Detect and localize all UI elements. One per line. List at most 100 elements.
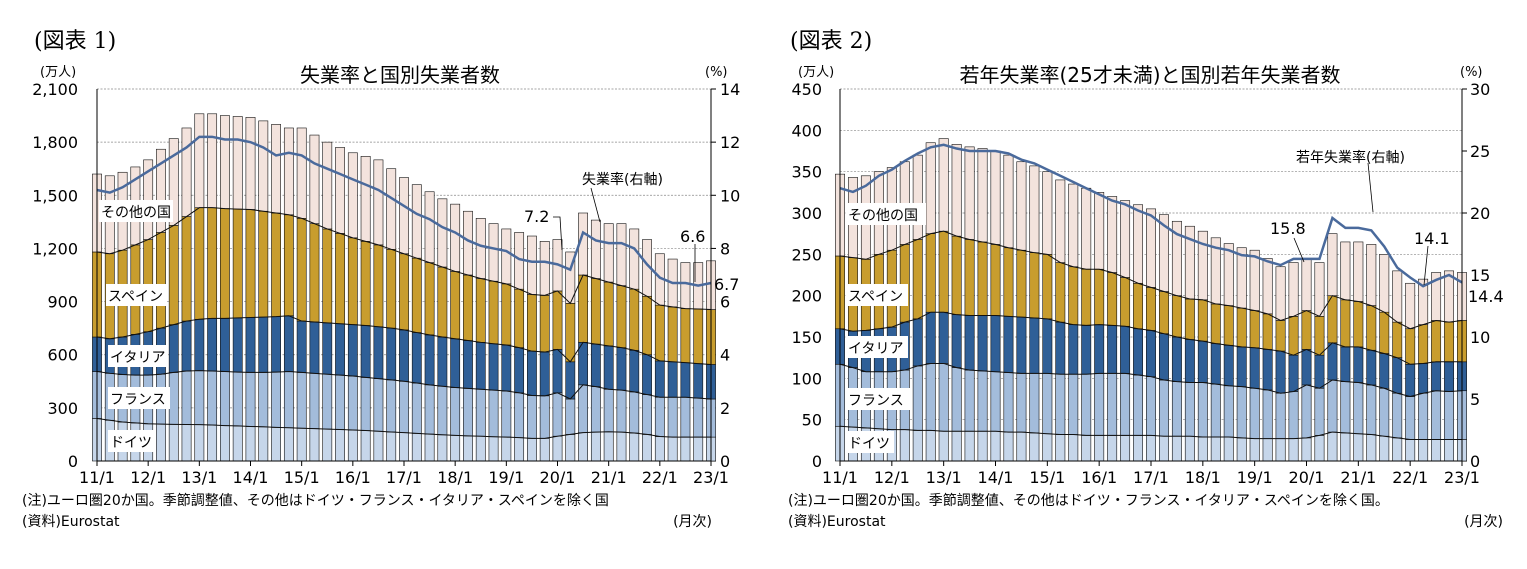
x-tick-label: 17/1 bbox=[386, 468, 422, 487]
bar-segment-germany bbox=[1288, 438, 1299, 462]
annotation-value: 6.6 bbox=[680, 227, 705, 246]
x-tick-label: 15/1 bbox=[1029, 468, 1065, 487]
x-tick-label: 12/1 bbox=[874, 468, 910, 487]
bar-segment-france bbox=[1133, 374, 1144, 436]
bar-segment-france bbox=[1094, 373, 1105, 436]
bar-segment-germany bbox=[1418, 439, 1429, 462]
bar-segment-other bbox=[1392, 270, 1403, 323]
rate-series-label: 若年失業率(右軸) bbox=[1296, 149, 1405, 166]
bar-segment-italy bbox=[527, 350, 537, 396]
bar-segment-italy bbox=[450, 338, 461, 388]
bar-segment-france bbox=[373, 378, 384, 432]
bar-segment-germany bbox=[990, 430, 1001, 462]
bar-segment-germany bbox=[1107, 435, 1118, 462]
bar-segment-france bbox=[1146, 376, 1156, 436]
bar-segment-italy bbox=[194, 318, 205, 371]
bar-segment-italy bbox=[990, 315, 1001, 373]
bar-segment-germany bbox=[1431, 439, 1442, 462]
bar-segment-germany bbox=[1197, 436, 1208, 462]
bar-segment-italy bbox=[552, 349, 563, 394]
bar-segment-france bbox=[1029, 373, 1040, 434]
bar-segment-germany bbox=[693, 436, 704, 462]
x-axis-unit: (月次) bbox=[673, 514, 712, 530]
bar-segment-other bbox=[1444, 270, 1455, 323]
chart-2: (図表 2) 若年失業率(25才未満)と国別若年失業者数 (万人) (%) (注… bbox=[788, 29, 1504, 530]
bar-segment-other bbox=[309, 134, 320, 224]
bar-segment-italy bbox=[565, 361, 576, 400]
bar-segment-france bbox=[590, 386, 601, 433]
bar-segment-france bbox=[565, 398, 576, 435]
bar-segment-other bbox=[488, 223, 499, 282]
bar-segment-france bbox=[1327, 379, 1338, 433]
bar-segment-germany bbox=[642, 434, 652, 462]
bar-segment-spain bbox=[1029, 252, 1040, 319]
bar-segment-italy bbox=[1288, 354, 1299, 392]
bar-segment-germany bbox=[411, 433, 422, 462]
bar-segment-germany bbox=[220, 425, 230, 462]
bar-segment-italy bbox=[680, 362, 691, 398]
bar-segment-other bbox=[232, 116, 243, 210]
bar-segment-france bbox=[552, 392, 563, 437]
bar-segment-germany bbox=[578, 432, 588, 462]
bar-segment-italy bbox=[912, 318, 923, 367]
bar-segment-france bbox=[1353, 382, 1364, 435]
bar-segment-italy bbox=[232, 317, 243, 373]
y2-tick-label: 6 bbox=[720, 293, 730, 312]
bar-segment-spain bbox=[1275, 320, 1286, 352]
bar-segment-spain bbox=[168, 225, 179, 325]
bar-segment-france bbox=[283, 371, 294, 428]
bar-segment-germany bbox=[1094, 435, 1105, 462]
bar-segment-spain bbox=[1288, 316, 1299, 356]
bar-segment-italy bbox=[1379, 353, 1390, 389]
bar-segment-germany bbox=[951, 430, 962, 462]
bar-segment-france bbox=[964, 369, 975, 432]
bar-segment-other bbox=[1262, 258, 1273, 315]
bar-segment-germany bbox=[232, 425, 243, 462]
bar-segment-spain bbox=[399, 253, 409, 331]
bar-segment-spain bbox=[899, 244, 910, 323]
bar-segment-other bbox=[271, 124, 281, 214]
bar-segment-italy bbox=[1120, 325, 1131, 374]
bar-segment-italy bbox=[488, 343, 499, 391]
bar-segment-germany bbox=[590, 431, 601, 462]
y-tick-label: 0 bbox=[812, 452, 822, 471]
bar-segment-other bbox=[539, 241, 550, 296]
bar-segment-italy bbox=[1262, 349, 1273, 391]
bar-segment-italy bbox=[1068, 324, 1079, 375]
y-tick-label: 1,500 bbox=[32, 186, 78, 205]
bar-segment-italy bbox=[514, 347, 525, 394]
bar-segment-spain bbox=[1405, 328, 1416, 365]
bar-segment-italy bbox=[1094, 324, 1105, 374]
bar-segment-spain bbox=[565, 303, 576, 363]
bar-segment-spain bbox=[156, 232, 166, 329]
bar-segment-other bbox=[386, 168, 397, 250]
bar-segment-italy bbox=[1418, 363, 1429, 394]
bar-segment-italy bbox=[322, 322, 333, 375]
bar-segment-france bbox=[990, 371, 1001, 432]
bar-segment-italy bbox=[424, 334, 435, 386]
bar-segment-spain bbox=[1444, 321, 1455, 363]
segment-boundary-line bbox=[96, 370, 712, 400]
bar-segment-italy bbox=[1133, 328, 1144, 376]
bar-segment-germany bbox=[629, 432, 640, 462]
bar-segment-germany bbox=[938, 430, 949, 462]
bar-segment-germany bbox=[245, 426, 256, 462]
bar-segment-italy bbox=[347, 324, 358, 377]
bar-segment-spain bbox=[667, 306, 678, 363]
bar-segment-other bbox=[1016, 161, 1027, 251]
y2-tick-label: 12 bbox=[720, 133, 740, 152]
bar-segment-germany bbox=[1275, 438, 1286, 462]
bar-segment-spain bbox=[964, 239, 975, 316]
annotations: 失業率(右軸) 7.2 6.6 6.7 bbox=[524, 171, 739, 294]
bar-segment-italy bbox=[938, 311, 949, 364]
bar-segment-germany bbox=[360, 430, 371, 462]
x-axis-unit: (月次) bbox=[1464, 514, 1503, 530]
bar-segment-france bbox=[411, 382, 422, 434]
x-tick-label: 13/1 bbox=[181, 468, 217, 487]
bar-segment-france bbox=[322, 373, 333, 430]
bar-segment-france bbox=[1444, 391, 1455, 440]
bar-segment-spain bbox=[360, 241, 371, 326]
bar-segment-france bbox=[335, 374, 345, 430]
bar-segment-spain bbox=[1016, 249, 1027, 318]
bar-segment-spain bbox=[437, 266, 448, 338]
